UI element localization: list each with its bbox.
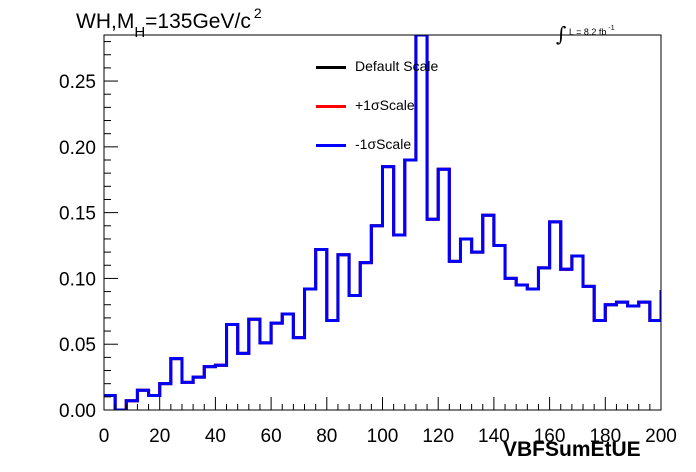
title-subscript: H bbox=[134, 24, 146, 41]
legend-line-plus1sigma bbox=[316, 105, 346, 108]
x-tick-label: 40 bbox=[205, 426, 226, 447]
title-superscript: 2 bbox=[253, 5, 262, 21]
x-tick-label: 200 bbox=[645, 426, 677, 447]
luminosity-superscript: -1 bbox=[608, 25, 615, 32]
legend-label-plus1sigma: +1σScale bbox=[355, 97, 415, 113]
legend-label-default: Default Scale bbox=[355, 58, 439, 74]
integral-symbol: ∫ bbox=[556, 22, 567, 46]
x-tick-label: 0 bbox=[99, 426, 110, 447]
luminosity-text: L = 8.2 fb bbox=[568, 27, 607, 37]
title-main-text: =135GeV/c bbox=[145, 10, 251, 33]
x-tick-label: 120 bbox=[422, 426, 454, 447]
luminosity-label: ∫ L = 8.2 fb -1 bbox=[556, 16, 615, 46]
y-tick-label: 0.10 bbox=[59, 269, 96, 290]
legend-label-minus1sigma: -1σScale bbox=[355, 136, 412, 152]
x-axis-label: VBFSumEtUE bbox=[503, 438, 641, 461]
y-tick-label: 0.05 bbox=[59, 335, 96, 356]
legend-line-default bbox=[316, 66, 346, 69]
plot-title: WH,MH=135GeV/c 2 bbox=[76, 5, 262, 41]
x-tick-label: 80 bbox=[316, 426, 337, 447]
x-tick-label: 160 bbox=[534, 426, 566, 447]
x-tick-label: 20 bbox=[149, 426, 170, 447]
x-tick-label: 180 bbox=[589, 426, 621, 447]
x-tick-label: 100 bbox=[367, 426, 399, 447]
y-tick-label: 0.25 bbox=[59, 72, 96, 93]
x-tick-label: 140 bbox=[478, 426, 510, 447]
x-tick-label: 60 bbox=[261, 426, 282, 447]
y-tick-label: 0.15 bbox=[59, 204, 96, 225]
y-tick-label: 0.20 bbox=[59, 138, 96, 159]
y-tick-label: 0.00 bbox=[59, 401, 96, 422]
histogram-series-2 bbox=[104, 35, 661, 410]
legend-line-minus1sigma bbox=[316, 144, 346, 147]
title-prefix: WH,M bbox=[76, 10, 135, 33]
